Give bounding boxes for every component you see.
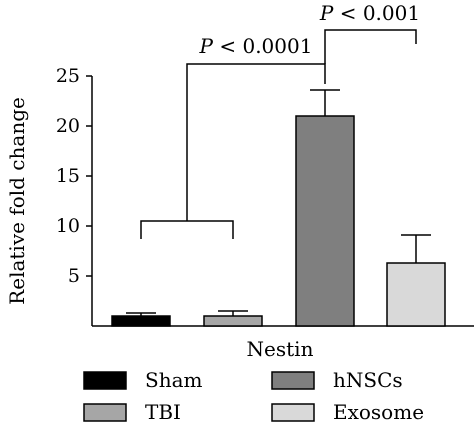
- legend-label: hNSCs: [333, 368, 403, 392]
- legend-label: Sham: [145, 368, 203, 392]
- bars: [111, 89, 446, 327]
- y-tick-label: 25: [56, 65, 80, 87]
- y-tick-label: 20: [56, 115, 80, 137]
- x-axis-label: Nestin: [247, 337, 314, 361]
- bar: [111, 315, 171, 327]
- y-axis-label: Relative fold change: [5, 97, 29, 305]
- significance-bracket: [186, 63, 326, 221]
- legend-label: TBI: [145, 400, 181, 424]
- legend-swatch: [271, 403, 315, 422]
- group-bracket: [140, 220, 234, 239]
- bar: [203, 315, 263, 327]
- significance-bracket: [324, 29, 417, 64]
- bar: [295, 115, 355, 327]
- p-value-label: P < 0.001: [319, 1, 420, 25]
- bar: [386, 262, 446, 327]
- legend-swatch: [83, 371, 127, 390]
- y-tick-label: 15: [56, 165, 80, 187]
- p-value-label: P < 0.0001: [199, 34, 313, 58]
- legend-label: Exosome: [333, 400, 424, 424]
- y-ticks: 5 10 15 20 25: [56, 65, 92, 287]
- y-tick-label: 5: [68, 265, 80, 287]
- y-tick-label: 10: [56, 215, 80, 237]
- legend-swatch: [83, 403, 127, 422]
- legend: Sham TBI hNSCs Exosome: [83, 368, 424, 424]
- legend-swatch: [271, 371, 315, 390]
